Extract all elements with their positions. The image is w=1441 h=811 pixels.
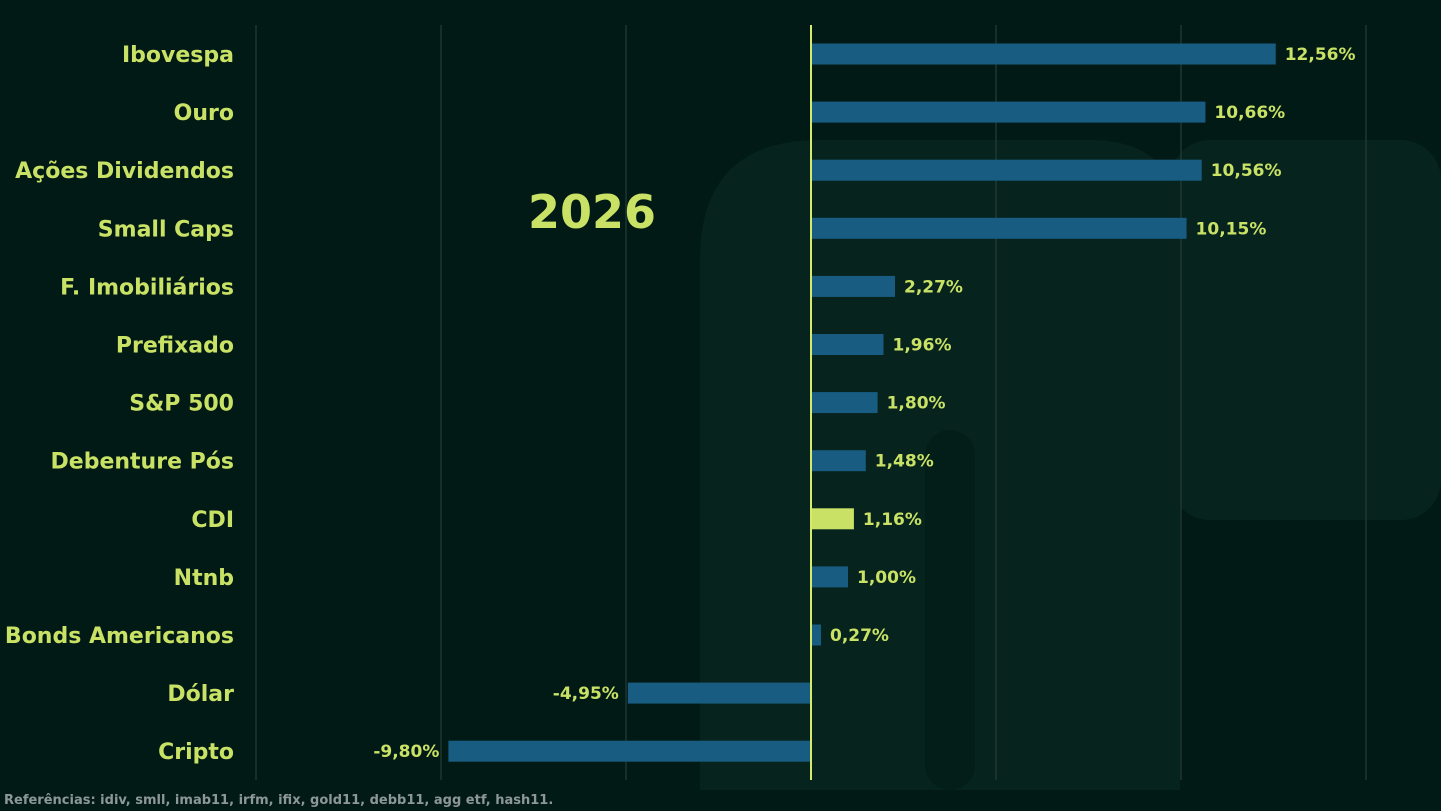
value-label: 0,27% (830, 626, 889, 646)
value-label: 10,56% (1211, 161, 1282, 181)
value-label: 1,00% (857, 568, 916, 588)
deco-shape (925, 430, 975, 790)
bar (811, 566, 848, 588)
bar (811, 217, 1187, 239)
value-label: 1,16% (863, 510, 922, 530)
category-label: Prefixado (116, 334, 234, 359)
bars (448, 43, 1276, 762)
value-label: 1,80% (887, 394, 946, 414)
bar-chart: Ibovespa Ouro Ações Dividendos Small Caps F.… (4, 25, 1441, 790)
category-label: CDI (191, 508, 234, 533)
value-labels: 12,56% 10,66% 10,56% 10,15% 2,27% 1,96% 1,80% 1… (373, 45, 1355, 762)
references-note: Referências: idiv, smll, imab11, irfm, i… (4, 793, 554, 808)
category-label: S&P 500 (129, 392, 234, 417)
bar (811, 334, 884, 355)
category-label: Ouro (174, 101, 234, 126)
bar (811, 624, 821, 646)
year-annotation: 2026 (528, 185, 656, 239)
bar (811, 275, 895, 297)
value-label: 10,15% (1196, 219, 1267, 239)
bar (811, 101, 1206, 123)
value-label: 1,48% (875, 452, 934, 472)
bar (811, 392, 878, 414)
deco-shape (1170, 140, 1441, 520)
bar (811, 159, 1202, 181)
category-label: F. Imobiliários (60, 275, 234, 300)
category-label: Ntnb (174, 566, 234, 591)
category-label: Bonds Americanos (5, 624, 234, 649)
bar (811, 43, 1276, 65)
category-label: Cripto (158, 740, 234, 765)
value-label: -9,80% (373, 742, 439, 762)
category-label: Small Caps (98, 217, 234, 242)
category-labels: Ibovespa Ouro Ações Dividendos Small Caps F.… (5, 43, 234, 765)
bar (811, 450, 866, 472)
category-label: Ações Dividendos (15, 159, 234, 184)
value-label: -4,95% (553, 684, 619, 704)
category-label: Debenture Pós (51, 450, 234, 475)
bar (811, 508, 854, 530)
bar (627, 682, 811, 704)
value-label: 2,27% (904, 277, 963, 297)
category-label: Dólar (167, 682, 234, 707)
value-label: 1,96% (893, 336, 952, 356)
value-label: 12,56% (1285, 45, 1356, 65)
category-label: Ibovespa (122, 43, 234, 68)
grid-lines (255, 25, 1367, 780)
bar (448, 740, 811, 762)
value-label: 10,66% (1214, 103, 1285, 123)
